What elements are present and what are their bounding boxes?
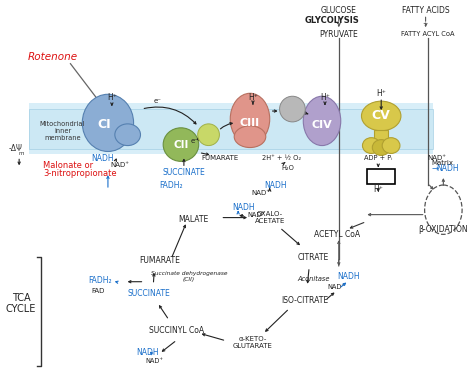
Text: NAD⁺: NAD⁺ [328,284,346,290]
Ellipse shape [363,138,380,153]
Text: ACETYL CoA: ACETYL CoA [314,230,360,239]
Text: e⁻: e⁻ [153,98,161,104]
Bar [374,130,388,142]
Text: NAD⁺: NAD⁺ [146,358,164,364]
Text: NADH: NADH [91,154,114,163]
Ellipse shape [362,101,401,131]
Text: Succinate dehydrogenase
(CII): Succinate dehydrogenase (CII) [151,272,227,282]
Text: H⁺: H⁺ [376,89,386,98]
Text: ISO-CITRATE: ISO-CITRATE [282,296,329,305]
Text: α-KETO-
GLUTARATE: α-KETO- GLUTARATE [233,336,273,350]
Text: Aconitase: Aconitase [297,276,329,282]
Text: Rotenone: Rotenone [27,52,78,62]
Bar [29,103,434,154]
Ellipse shape [82,94,134,152]
Text: FADH₂: FADH₂ [88,276,112,285]
Text: FATTY ACYL CoA: FATTY ACYL CoA [401,31,454,37]
Text: -ΔΨ: -ΔΨ [8,144,22,153]
Text: Q: Q [205,130,212,139]
Text: CIII: CIII [240,118,260,128]
Ellipse shape [303,96,341,146]
Text: →: → [432,164,439,173]
Circle shape [280,96,305,122]
Text: FAD: FAD [91,288,105,294]
Ellipse shape [230,93,270,145]
Circle shape [198,124,219,146]
Text: OXALO-
ACETATE: OXALO- ACETATE [255,211,285,224]
Text: FADH₂: FADH₂ [159,180,183,189]
Ellipse shape [163,128,199,161]
FancyBboxPatch shape [367,169,395,184]
Text: Malonate or: Malonate or [43,161,93,170]
Text: Mitochondrial
inner
membrane: Mitochondrial inner membrane [40,121,85,141]
Text: NADH: NADH [136,348,159,357]
Text: SUCCINATE: SUCCINATE [163,168,205,177]
Text: e⁻: e⁻ [191,138,199,144]
Text: H⁺: H⁺ [374,186,383,195]
Text: 3-nitropropionate: 3-nitropropionate [43,169,117,178]
Ellipse shape [234,126,266,147]
Text: TCA
CYCLE: TCA CYCLE [6,292,36,314]
Text: H⁺: H⁺ [320,93,330,102]
Text: SUCCINYL CoA: SUCCINYL CoA [149,326,205,334]
Text: ATP: ATP [372,172,391,182]
Text: H₂O: H₂O [281,165,294,171]
Text: FATTY ACIDS: FATTY ACIDS [402,6,449,15]
Text: NAD⁺: NAD⁺ [247,211,265,217]
Ellipse shape [382,138,400,153]
Text: NADH: NADH [436,164,459,173]
Text: β-OXIDATION: β-OXIDATION [419,225,468,234]
Text: H⁺: H⁺ [107,93,117,102]
Text: PYRUVATE: PYRUVATE [319,30,358,39]
Text: CII: CII [173,140,189,150]
Text: GLUCOSE: GLUCOSE [321,6,357,15]
Text: ADP + Pᵢ: ADP + Pᵢ [364,155,392,161]
Text: NAD⁺: NAD⁺ [251,190,270,196]
Text: FUMARATE: FUMARATE [139,256,180,265]
Text: CITRATE: CITRATE [298,252,329,261]
Text: CIV: CIV [311,120,332,130]
Text: GLYCOLYSIS: GLYCOLYSIS [304,16,359,25]
Text: NAD⁺: NAD⁺ [428,155,447,161]
Text: CV: CV [372,110,391,123]
Ellipse shape [115,124,140,146]
Text: CI: CI [97,118,111,131]
Text: 2H⁺ + ½ O₂: 2H⁺ + ½ O₂ [262,155,301,161]
Text: NAD⁺: NAD⁺ [110,162,129,168]
Text: NADH: NADH [337,272,360,281]
Text: MALATE: MALATE [179,215,209,224]
Text: Cyt c: Cyt c [284,106,301,112]
Text: FUMARATE: FUMARATE [202,155,239,161]
Bar [29,109,434,148]
Text: H⁺: H⁺ [248,93,258,102]
Ellipse shape [372,140,390,156]
Text: NADH: NADH [232,203,255,212]
Text: m: m [18,151,24,156]
Text: Matrix: Matrix [431,160,454,166]
Text: SUCCINATE: SUCCINATE [128,289,171,298]
Text: NADH: NADH [264,180,287,189]
